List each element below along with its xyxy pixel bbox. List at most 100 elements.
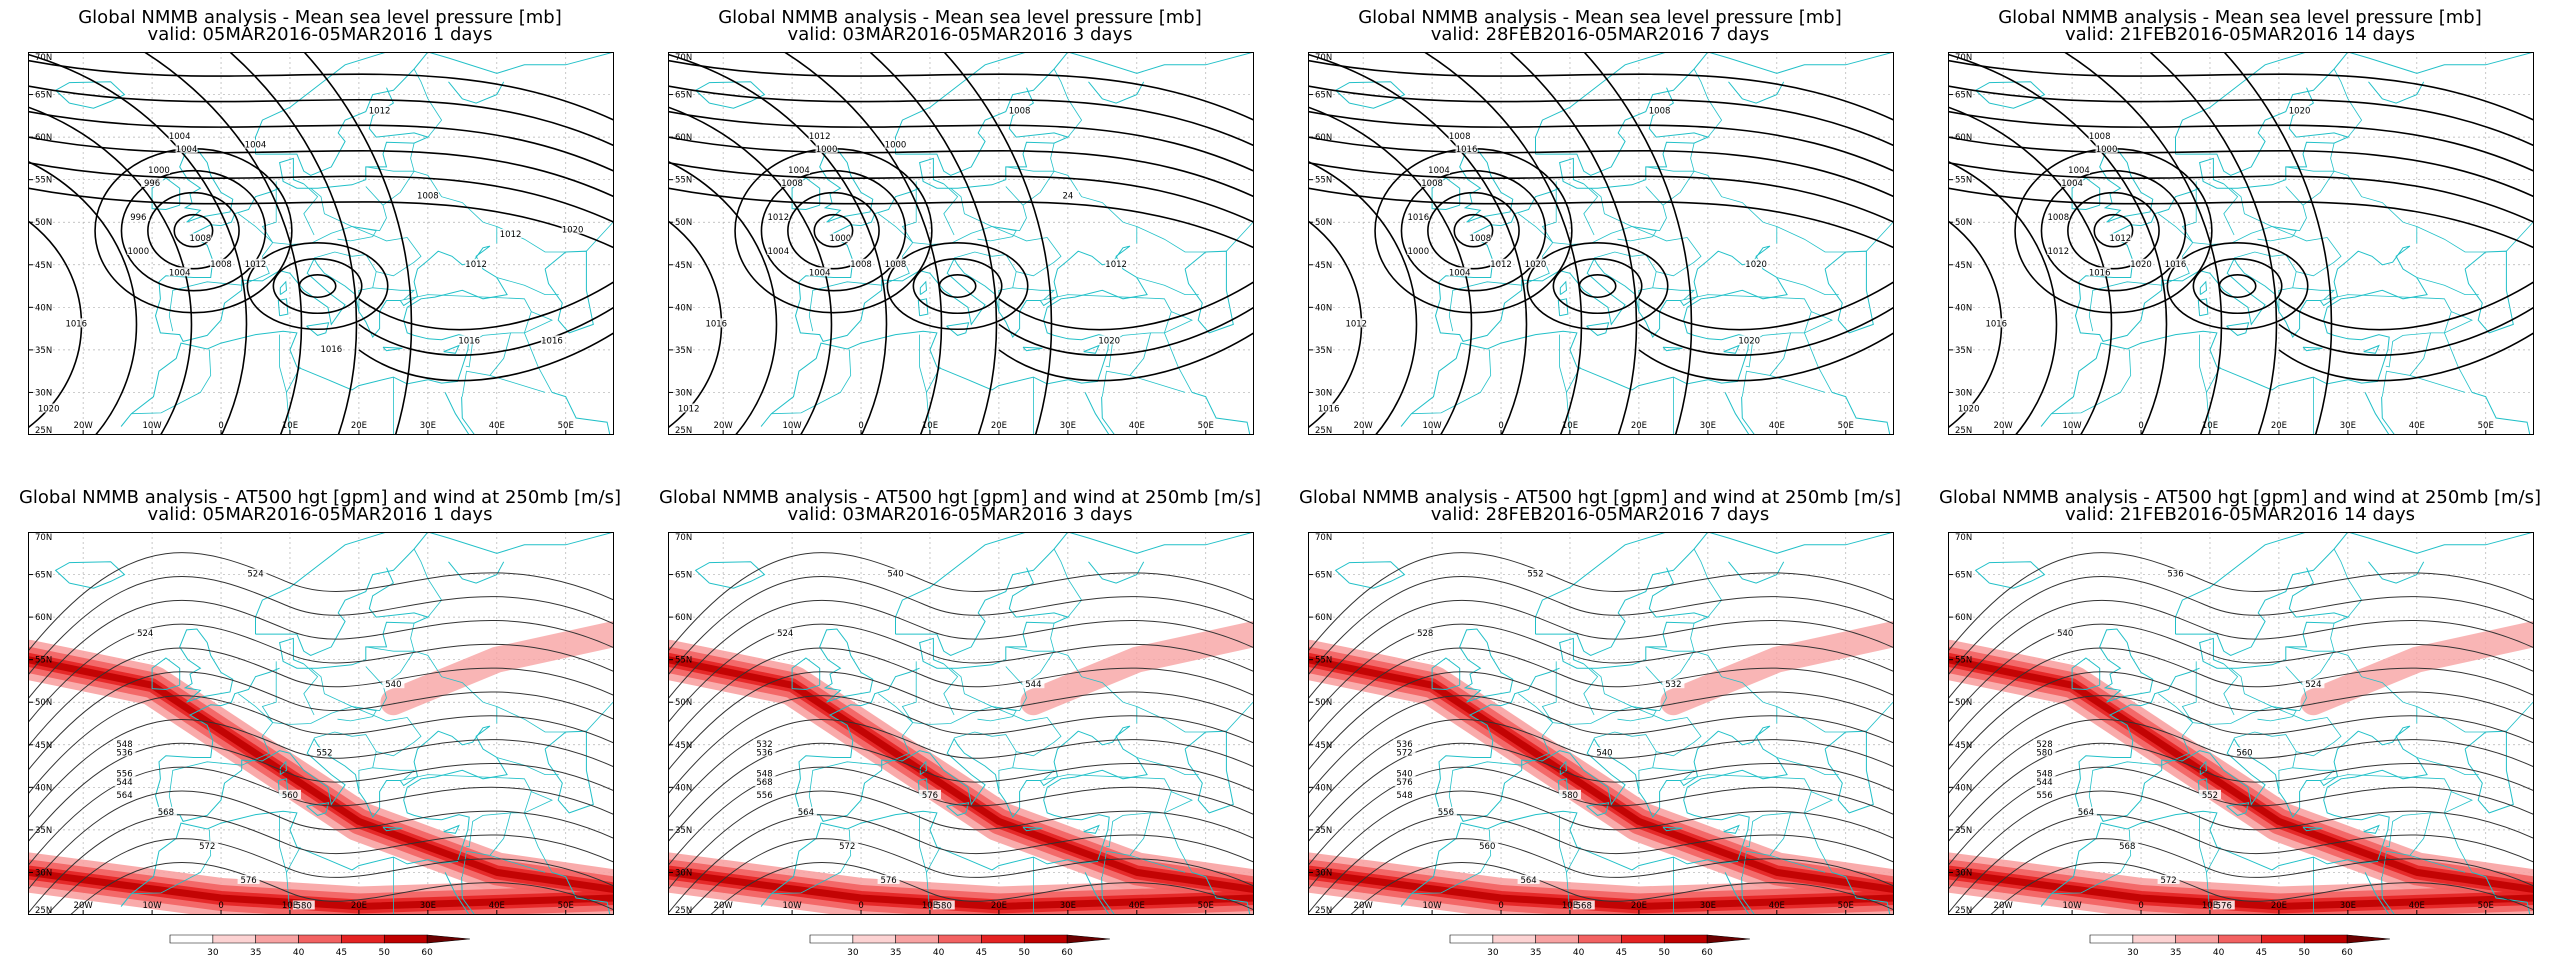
colorbar-swatch — [2218, 934, 2262, 944]
height-contour — [1948, 790, 2534, 890]
coastline — [2197, 298, 2209, 317]
coastline — [2099, 628, 2154, 703]
contour-label: 1000 — [816, 145, 838, 155]
contour-label: 1008 — [210, 260, 232, 270]
height-contour — [28, 790, 614, 890]
lat-tick-label: 50N — [1955, 698, 1972, 708]
lat-tick-label: 50N — [1955, 218, 1972, 228]
country-border — [2051, 349, 2132, 415]
country-border — [2233, 251, 2297, 272]
lat-tick-label: 45N — [675, 261, 692, 271]
isobar — [358, 281, 614, 331]
lat-tick-label: 60N — [1315, 133, 1332, 143]
lat-tick-label: 55N — [1315, 176, 1332, 186]
coastline — [2175, 532, 2349, 656]
contour-label: 524 — [2305, 680, 2321, 690]
colorbar-swatch — [426, 934, 471, 944]
contour-label-bg — [1414, 628, 1437, 638]
coastline — [151, 657, 181, 691]
lon-tick-label: 20W — [1994, 421, 2014, 431]
coastline — [2364, 392, 2397, 435]
contours — [668, 52, 1254, 435]
height-contour — [668, 814, 1254, 914]
isobar — [668, 187, 1254, 249]
colorbar-tick-label: 40 — [293, 948, 305, 958]
lat-tick-label: 70N — [675, 533, 692, 543]
contour-label-bg — [1407, 211, 1430, 221]
country-border — [1803, 311, 1833, 393]
contour-label: 568 — [158, 808, 174, 818]
lon-tick-label: 10E — [922, 901, 938, 911]
height-contour — [1326, 838, 1894, 915]
contour-label: 576 — [922, 791, 938, 801]
contour-label-bg — [2164, 258, 2187, 268]
lon-tick-label: 20E — [1631, 421, 1647, 431]
contour-label-bg — [753, 768, 776, 778]
coastline — [919, 87, 1070, 189]
coastline — [2302, 346, 2323, 352]
panel-valid: valid: 03MAR2016-05MAR2016 3 days — [787, 24, 1133, 45]
coastline — [2226, 802, 2250, 816]
contour-label: 580 — [2036, 748, 2052, 758]
country-border — [489, 855, 546, 873]
contour-label-bg — [753, 777, 776, 787]
lat-tick-label: 65N — [1315, 571, 1332, 581]
contour-label: 536 — [1396, 740, 1412, 750]
contour-label-bg — [781, 177, 804, 187]
lon-tick-label: 10W — [782, 901, 802, 911]
isobar — [1948, 161, 2534, 223]
contour-label: 1020 — [38, 404, 60, 414]
colorbar-swatch — [383, 934, 428, 944]
jet-band — [668, 656, 1254, 893]
contour-label-bg — [884, 258, 907, 268]
contour-label-bg — [1448, 131, 1471, 141]
isobar — [668, 161, 1254, 223]
contour-label: 524 — [137, 629, 153, 639]
contour-label-bg — [127, 211, 150, 221]
contour-label-bg — [2074, 806, 2097, 816]
contour-label-bg — [1427, 165, 1450, 175]
country-border — [372, 287, 416, 300]
contour-label: 1012 — [767, 213, 789, 223]
country-border — [1652, 287, 1696, 300]
contour-label-bg — [705, 318, 728, 328]
contour-label: 1004 — [169, 268, 191, 278]
lat-tick-label: 50N — [35, 218, 52, 228]
coastline — [1067, 52, 1254, 74]
isobar — [813, 213, 854, 248]
lon-tick-label: 40E — [2409, 901, 2425, 911]
country-border — [1645, 143, 1695, 172]
lat-tick-label: 60N — [1315, 613, 1332, 623]
country-border — [1559, 814, 1567, 873]
country-border — [1129, 855, 1186, 873]
contour-label: 1012 — [1345, 319, 1367, 329]
coastline — [819, 628, 874, 703]
contour-label-bg — [2033, 747, 2056, 757]
coastline — [2199, 280, 2208, 296]
isobar — [998, 306, 1254, 356]
contour-label: 1016 — [458, 336, 480, 346]
contour-label-bg — [1393, 747, 1416, 757]
country-border — [2506, 600, 2534, 732]
panel-title: Global NMMB analysis - AT500 hgt [gpm] a… — [1938, 487, 2542, 508]
coastline — [306, 802, 330, 816]
contour-label-bg — [753, 789, 776, 799]
contour-label: 548 — [1396, 791, 1412, 801]
contour-label: 568 — [756, 778, 772, 788]
axis-ticks: 20W 10W 0 10E 20E 30E 40E 50E 70N 65N 60N 55N 50N 45N… — [668, 532, 1214, 915]
contour-label: 1004 — [809, 268, 831, 278]
lon-tick-label: 50E — [1198, 901, 1214, 911]
coastline — [1723, 824, 1740, 834]
contour-label-bg — [677, 403, 700, 413]
isobar — [2093, 213, 2134, 248]
contour-label: 536 — [2167, 570, 2183, 580]
isobar — [2222, 52, 2333, 435]
contour-label-bg — [65, 318, 88, 328]
colorbar-swatch — [298, 934, 342, 944]
axis-ticks: 20W 10W 0 10E 20E 30E 40E 50E 70N 65N 60N 55N 50N 45N… — [1308, 52, 1854, 435]
country-border — [168, 693, 274, 812]
contour-label: 556 — [1438, 808, 1454, 818]
colorbar-swatch — [169, 934, 214, 944]
coastline — [946, 322, 970, 336]
contour-label: 580 — [296, 901, 312, 911]
